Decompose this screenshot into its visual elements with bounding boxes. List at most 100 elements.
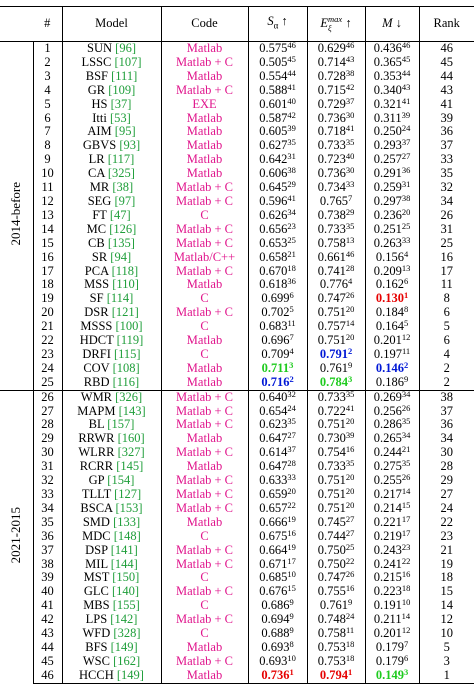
score-rank: 20: [345, 334, 355, 343]
score: 0.715: [317, 83, 346, 97]
metric-e: 0.73335: [306, 222, 365, 237]
model: SUN [96]: [61, 41, 161, 56]
metric-value: 0.24323: [374, 544, 411, 557]
metric-value: 0.75416: [318, 446, 355, 459]
score: 0.575: [259, 41, 288, 55]
metric-m: 0.24122: [364, 557, 419, 572]
score-rank: 28: [345, 264, 355, 273]
code: Matlab + C: [160, 613, 248, 628]
row: 7 AIM [95] Matlab 0.60539 0.71841 0.25024 36: [0, 125, 474, 140]
model: MR [38]: [61, 181, 161, 195]
metric-m: 0.36545: [364, 55, 419, 70]
model-name: MAPM: [77, 404, 116, 418]
score: 0.241: [373, 557, 402, 571]
metric-value: 0.21415: [374, 502, 411, 515]
score: 0.291: [373, 167, 402, 181]
score: 0.750: [317, 543, 346, 557]
metric-e: 0.73433: [306, 181, 365, 195]
num: 3: [44, 69, 51, 83]
score: 0.685: [259, 571, 288, 585]
score-rank: 46: [345, 250, 355, 259]
row: 31 RCRR [145] Matlab 0.64728 0.73335 0.27535 2…: [0, 460, 474, 475]
model-name: FT: [92, 208, 107, 222]
metric-m: 0.25125: [364, 222, 419, 237]
row: 38 MIL [144] Matlab + C 0.67117 0.75022 0.241…: [0, 557, 474, 572]
score-rank: 23: [401, 543, 411, 552]
score: 0.729: [317, 97, 346, 111]
metric-value: 0.74824: [318, 613, 355, 626]
rank: 26: [418, 208, 474, 223]
score: 0.614: [259, 446, 288, 460]
metric-value: 0.23620: [374, 209, 411, 222]
score: 0.219: [373, 529, 402, 543]
metric-value: 0.72937: [318, 98, 355, 111]
model-ref: [38]: [112, 181, 134, 195]
score-rank: 39: [401, 111, 411, 120]
score: 0.699: [261, 292, 290, 306]
num: 16: [41, 250, 54, 264]
score: 0.751: [317, 334, 346, 348]
score: 0.606: [259, 167, 288, 181]
metric-value: 0.1869: [376, 376, 408, 389]
score-rank: 42: [345, 83, 355, 92]
score: 0.765: [319, 194, 348, 208]
metric-s: 0.65920: [247, 488, 307, 502]
score: 0.365: [373, 55, 402, 69]
model-name: SMD: [82, 515, 110, 529]
model-name: GP: [88, 474, 105, 488]
metric-value: 0.7619: [320, 599, 352, 612]
row: 35 SMD [133] Matlab 0.66619 0.74527 0.22117 22: [0, 515, 474, 530]
metric-value: 0.20112: [374, 334, 411, 347]
rank: 5: [418, 320, 474, 335]
metric-s: 0.67516: [247, 529, 307, 544]
score-rank: 27: [345, 515, 355, 524]
score-rank: 4: [347, 278, 353, 287]
score-rank: 6: [289, 292, 294, 301]
score-rank: 35: [345, 222, 355, 231]
metric-m: 0.22117: [364, 515, 419, 530]
model-name: BSCA: [80, 501, 113, 515]
metric-value: 0.72340: [318, 153, 355, 166]
code: C: [160, 320, 248, 335]
metric-s: 0.65821: [247, 250, 307, 265]
num: 2: [44, 55, 51, 69]
score: 0.255: [373, 474, 402, 488]
model: SMD [133]: [61, 515, 161, 530]
rank: 17: [418, 264, 474, 279]
score: 0.633: [259, 474, 288, 488]
model-ref: [153]: [115, 501, 143, 515]
score: 0.748: [317, 613, 346, 627]
score: 0.250: [373, 125, 402, 139]
model-name: Itti: [92, 111, 107, 125]
row: 18 MSS [110] Matlab 0.61836 0.7764 0.1626 11: [0, 278, 474, 293]
metric-value: 0.6869: [261, 599, 293, 612]
model-ref: [144]: [110, 557, 138, 571]
row: 27 MAPM [143] Matlab + C 0.65424 0.72241 0.25…: [0, 404, 474, 419]
metric-m: 0.20112: [364, 334, 419, 348]
row: 40 GLC [140] Matlab + C 0.67615 0.75516 0.223…: [0, 585, 474, 600]
metric-m: 0.1848: [364, 306, 419, 321]
metric-m: 0.1796: [364, 654, 419, 669]
score-rank: 24: [287, 404, 296, 413]
metric-m: 0.43646: [364, 41, 419, 56]
metric-value: 0.75022: [318, 558, 355, 571]
metric-value: 0.26534: [374, 432, 411, 445]
rank: 18: [418, 571, 474, 586]
model: DSP [141]: [61, 543, 161, 558]
score: 0.733: [317, 222, 346, 236]
metric-value: 0.31139: [374, 112, 410, 125]
rank: 43: [418, 83, 474, 98]
metric-e: 0.66146: [306, 250, 365, 265]
model-ref: [149]: [116, 668, 144, 682]
score: 0.733: [317, 390, 346, 404]
num: 7: [44, 125, 51, 139]
score-rank: 36: [401, 167, 411, 176]
metric-value: 0.1848: [376, 306, 408, 319]
score-rank: 9: [403, 375, 409, 384]
model: SR [94]: [61, 250, 161, 265]
score: 0.753: [317, 654, 346, 668]
score-rank: 18: [287, 264, 296, 273]
score: 0.657: [259, 501, 288, 515]
metric-e: 0.72340: [306, 153, 365, 168]
model-ref: [149]: [110, 640, 138, 654]
